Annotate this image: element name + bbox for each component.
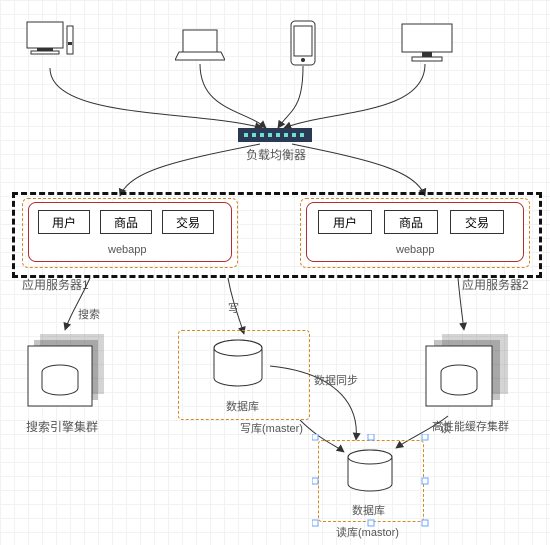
sync-arrows xyxy=(0,0,550,545)
db-replica-role-label: 读库(mastor) xyxy=(336,524,399,540)
db-replica-icon xyxy=(346,448,394,496)
db-replica-block-label: 数据库 xyxy=(352,502,385,518)
sync-edge-label: 数据同步 xyxy=(314,372,358,388)
